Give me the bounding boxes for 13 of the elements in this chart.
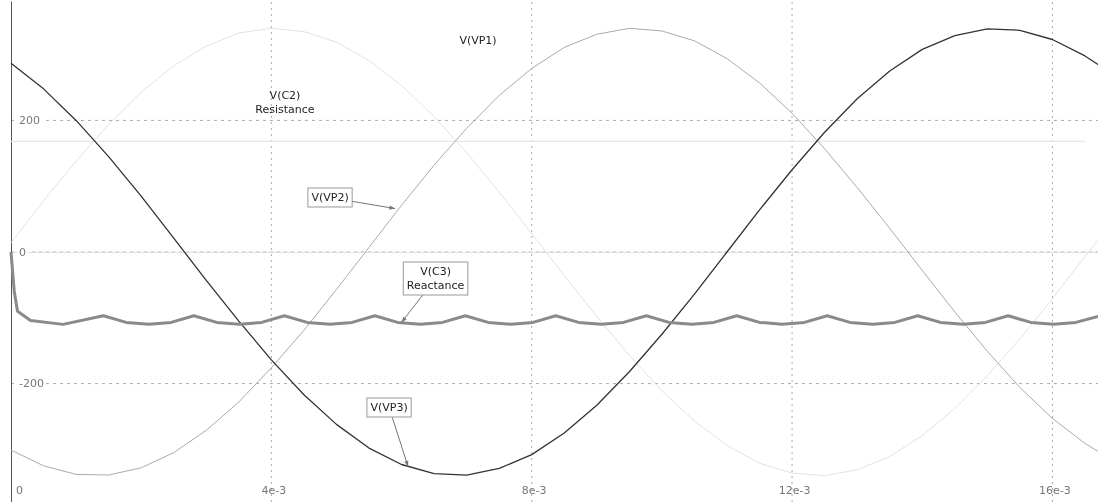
x-tick-label: 4e-3 [261,484,287,497]
annotation: V(VP1) [459,33,497,47]
x-tick-label: 12e-3 [778,484,811,497]
x-tick-label: 8e-3 [521,484,547,497]
y-tick-label: -200 [19,377,44,391]
annotation: V(VP2) [311,191,349,205]
line-series [9,250,1098,326]
y-tick-label: 200 [19,113,40,127]
annotation: V(VP3) [370,400,408,414]
y-tick-label: 0 [19,245,26,259]
annotation: V(C3) Reactance [406,264,465,292]
x-tick-label: 16e-3 [1039,484,1071,497]
annotation: V(C2) Resistance [255,88,315,116]
